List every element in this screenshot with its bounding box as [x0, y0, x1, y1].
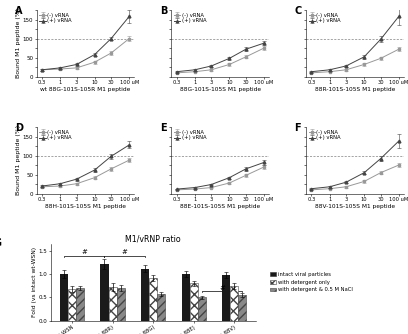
Y-axis label: Bound M1 peptide (%): Bound M1 peptide (%): [16, 125, 21, 195]
Bar: [157, 294, 165, 321]
Bar: [117, 288, 125, 321]
Bar: [60, 274, 68, 321]
Text: D: D: [15, 123, 23, 133]
Bar: [76, 288, 84, 321]
X-axis label: 88E-101S-105S M1 peptide: 88E-101S-105S M1 peptide: [180, 203, 260, 208]
Text: #: #: [122, 249, 128, 256]
Text: B: B: [160, 6, 167, 16]
Legend: (-) vRNA, (+) vRNA: (-) vRNA, (+) vRNA: [39, 130, 71, 141]
Text: A: A: [15, 6, 23, 16]
Bar: [182, 274, 190, 321]
Bar: [109, 287, 117, 321]
X-axis label: 88R-101S-105S M1 peptide: 88R-101S-105S M1 peptide: [315, 87, 395, 92]
Legend: (-) vRNA, (+) vRNA: (-) vRNA, (+) vRNA: [309, 13, 341, 23]
Legend: intact viral particles, with detergent only, with detergent & 0.5 M NaCl: intact viral particles, with detergent o…: [270, 272, 353, 293]
Legend: (-) vRNA, (+) vRNA: (-) vRNA, (+) vRNA: [39, 13, 71, 23]
Bar: [238, 295, 246, 321]
Title: M1/vRNP ratio: M1/vRNP ratio: [125, 234, 181, 243]
X-axis label: 88H-101S-105S M1 peptide: 88H-101S-105S M1 peptide: [45, 203, 126, 208]
Bar: [222, 275, 230, 321]
Y-axis label: Fold (vs intact wt-WSN): Fold (vs intact wt-WSN): [32, 247, 37, 317]
Bar: [149, 278, 157, 321]
Text: C: C: [295, 6, 302, 16]
Text: E: E: [160, 123, 166, 133]
Text: G: G: [0, 238, 1, 248]
Y-axis label: Bound M1 peptide (%): Bound M1 peptide (%): [16, 8, 21, 78]
X-axis label: wt 88G-101S-105R M1 peptide: wt 88G-101S-105R M1 peptide: [40, 87, 131, 92]
Text: #: #: [81, 249, 87, 256]
Legend: (-) vRNA, (+) vRNA: (-) vRNA, (+) vRNA: [309, 130, 341, 141]
Bar: [190, 284, 198, 321]
Legend: (-) vRNA, (+) vRNA: (-) vRNA, (+) vRNA: [174, 130, 206, 141]
Text: F: F: [295, 123, 301, 133]
Bar: [100, 264, 109, 321]
Bar: [68, 289, 76, 321]
X-axis label: 88G-101S-105S M1 peptide: 88G-101S-105S M1 peptide: [180, 87, 261, 92]
Bar: [198, 297, 206, 321]
X-axis label: 88V-101S-105S M1 peptide: 88V-101S-105S M1 peptide: [315, 203, 395, 208]
Legend: (-) vRNA, (+) vRNA: (-) vRNA, (+) vRNA: [174, 13, 206, 23]
Text: #: #: [219, 285, 225, 291]
Bar: [230, 286, 238, 321]
Bar: [141, 269, 149, 321]
